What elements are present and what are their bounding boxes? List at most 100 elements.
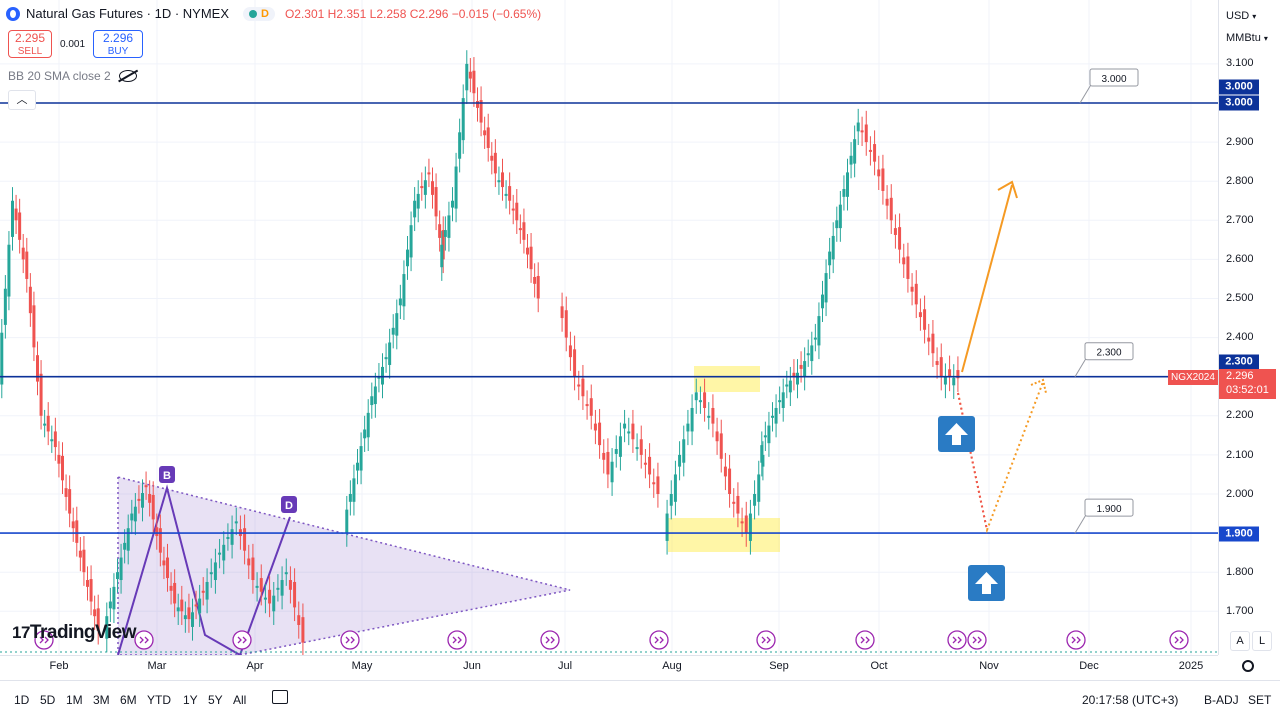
candle-body	[868, 149, 872, 152]
event-marker-chevron	[242, 636, 247, 644]
indicator-legend[interactable]: BB 20 SMA close 2	[8, 69, 137, 83]
candle-body	[423, 180, 427, 195]
timeframe-1y[interactable]: 1Y	[183, 693, 198, 707]
candle-body	[89, 579, 93, 602]
candle-body	[835, 220, 839, 229]
go-to-date-calendar-icon[interactable]	[272, 690, 288, 704]
session-toggle[interactable]: SET	[1248, 693, 1272, 707]
candle-body	[288, 580, 292, 590]
candle-body	[272, 595, 276, 612]
log-scale-button[interactable]: L	[1252, 631, 1272, 651]
unit-selector[interactable]: MMBtu ▾	[1226, 32, 1268, 44]
price-tag-2300[interactable]: 2.300	[1219, 354, 1259, 370]
event-marker-chevron	[39, 636, 44, 644]
month-label: Jun	[463, 660, 481, 672]
candle-body	[939, 357, 943, 377]
candle-body	[639, 439, 643, 455]
candle-body	[198, 598, 202, 614]
candle-body	[391, 327, 395, 335]
bottom-toolbar: 1D 5D 1M 3M 6M YTD 1Y 5Y All 20:17:58 (U…	[0, 680, 1280, 721]
candle-body	[785, 384, 789, 387]
time-axis[interactable]	[0, 655, 1218, 681]
candle-body	[86, 580, 89, 587]
candle-body	[166, 557, 169, 579]
candle-body	[384, 357, 388, 360]
candle-body	[162, 560, 166, 566]
candle-body	[518, 228, 522, 231]
candle-body	[906, 256, 910, 279]
event-marker-chevron	[659, 636, 664, 644]
candle-body	[486, 127, 490, 148]
candle-body	[943, 377, 947, 385]
abcd-pattern-line	[117, 484, 291, 655]
timeframe-all[interactable]: All	[233, 693, 247, 707]
candle-body	[209, 572, 213, 575]
level-callout-label: 2.300	[1096, 348, 1121, 359]
timeframe-5d[interactable]: 5D	[40, 693, 56, 707]
adjustment-toggle[interactable]: B-ADJ	[1204, 693, 1239, 707]
candle-body	[416, 193, 420, 209]
candle-body	[39, 373, 43, 416]
level-callout-label: 1.900	[1096, 504, 1121, 515]
candle-body	[864, 124, 868, 143]
market-status-badge[interactable]: D	[243, 6, 275, 21]
timeframe-5y[interactable]: 5Y	[208, 693, 223, 707]
pattern-point-label: B	[163, 470, 171, 482]
candle-body	[810, 345, 814, 362]
chart-settings-gear-icon[interactable]	[1242, 660, 1254, 672]
candle-body	[280, 580, 284, 596]
timeframe-1m[interactable]: 1M	[66, 693, 83, 707]
candle-body	[849, 155, 853, 165]
candle-body	[927, 337, 931, 342]
price-chart[interactable]: 3.000 2.300 1.900 B D	[0, 0, 1218, 655]
timeframe-1d[interactable]: 1D	[14, 693, 30, 707]
price-tag-3000[interactable]: 3.000	[1219, 95, 1259, 111]
candle-body	[176, 607, 180, 612]
candle-body	[792, 372, 796, 377]
timeframe-ytd[interactable]: YTD	[147, 693, 171, 707]
sell-price: 2.295	[14, 31, 46, 45]
candle-body	[28, 286, 32, 314]
sell-button[interactable]: 2.295 SELL	[8, 30, 52, 58]
event-marker-chevron	[350, 636, 355, 644]
candle-body	[43, 423, 47, 426]
candle-body	[799, 364, 803, 369]
symbol-title[interactable]: Natural Gas Futures · 1D · NYMEX	[26, 6, 229, 21]
timeframe-3m[interactable]: 3M	[93, 693, 110, 707]
candle-body	[158, 528, 162, 553]
candle-body	[293, 581, 297, 608]
collapse-legend-button[interactable]: ︿	[8, 90, 36, 110]
auto-scale-button[interactable]: A	[1230, 631, 1250, 651]
candle-body	[593, 423, 597, 431]
timeframe-6m[interactable]: 6M	[120, 693, 137, 707]
candle-body	[226, 537, 230, 540]
tradingview-logo: 17TradingView	[12, 622, 137, 643]
candle-body	[778, 400, 782, 403]
price-axis[interactable]	[1218, 0, 1280, 655]
candle-body	[201, 590, 205, 593]
candle-body	[123, 542, 127, 550]
month-label: Sep	[769, 660, 789, 672]
candle-body	[476, 101, 479, 108]
event-marker-chevron	[1071, 636, 1076, 644]
price-tag-3000-alert[interactable]: 3.000	[1219, 79, 1259, 95]
event-marker-chevron	[545, 636, 550, 644]
candle-body	[564, 310, 568, 338]
bullish-projection-arrow	[961, 184, 1013, 373]
candle-body	[130, 513, 134, 521]
candle-body	[631, 423, 635, 440]
candle-body	[803, 361, 807, 377]
candle-body	[948, 369, 952, 378]
event-marker-icon	[540, 630, 560, 650]
candle-body	[348, 494, 352, 502]
level-callout-leader	[1074, 512, 1088, 534]
month-label: Aug	[662, 660, 682, 672]
clock-readout[interactable]: 20:17:58 (UTC+3)	[1082, 693, 1179, 707]
event-marker-chevron	[952, 636, 957, 644]
candle-body	[501, 172, 504, 188]
candle-body	[682, 439, 686, 463]
price-tag-1900[interactable]: 1.900	[1219, 526, 1259, 542]
currency-selector[interactable]: USD ▾	[1226, 10, 1257, 22]
buy-button[interactable]: 2.296 BUY	[93, 30, 144, 58]
hide-indicator-icon[interactable]	[118, 70, 137, 82]
